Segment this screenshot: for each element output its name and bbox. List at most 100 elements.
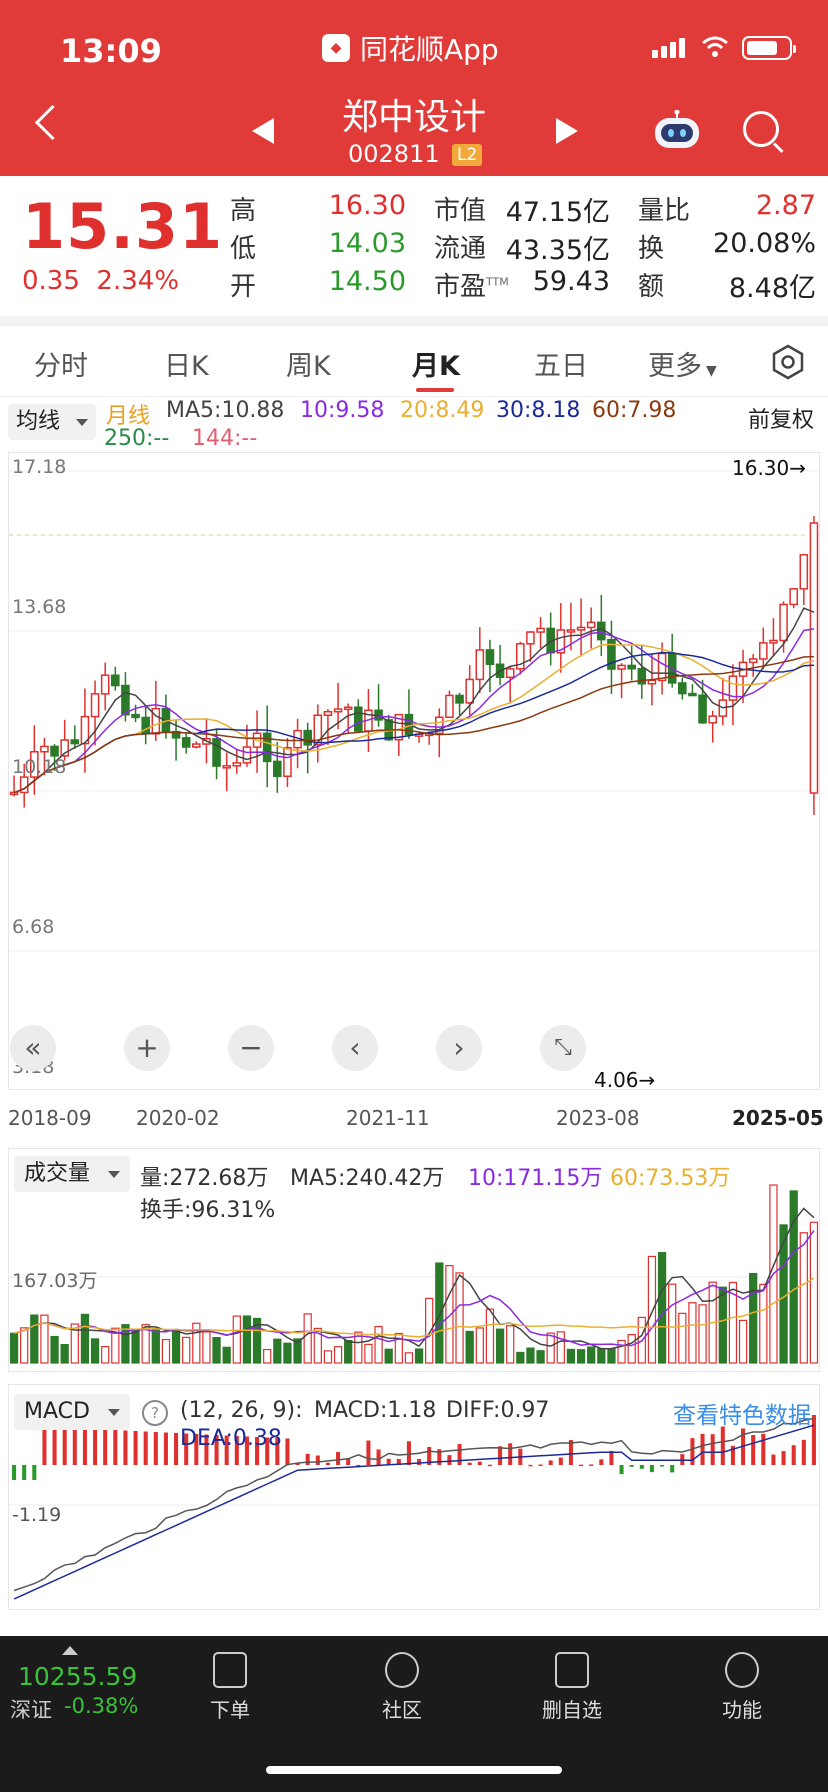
- candle-body: [60, 739, 69, 757]
- tab-weekly-k[interactable]: 周K: [286, 351, 331, 382]
- tab-five-day[interactable]: 五日: [534, 351, 588, 382]
- candle-body: [455, 694, 464, 704]
- zoom-out-full-icon[interactable]: «: [10, 1025, 56, 1071]
- tab-intraday[interactable]: 分时: [34, 351, 88, 382]
- macd-bar: [417, 1458, 422, 1465]
- macd-bar: [356, 1464, 361, 1467]
- volume-bar: [252, 1317, 262, 1364]
- candle-body: [516, 643, 525, 670]
- nav-order[interactable]: 下单: [180, 1646, 280, 1723]
- macd-bar: [123, 1430, 128, 1465]
- volume-bar: [313, 1327, 322, 1364]
- macd-svg: [9, 1415, 819, 1600]
- volume-chart[interactable]: [8, 1148, 820, 1372]
- index-name: 深证: [10, 1698, 52, 1722]
- ma20-line: [13, 643, 815, 794]
- macd-bar: [427, 1446, 432, 1465]
- candle-body: [647, 679, 657, 685]
- macd-bar: [761, 1433, 766, 1465]
- candle-body: [30, 751, 39, 778]
- volume-bar: [526, 1347, 535, 1364]
- volume-bar: [809, 1221, 819, 1364]
- settings-icon[interactable]: [770, 344, 806, 380]
- volume-bar: [698, 1304, 707, 1364]
- nav-community-label: 社区: [382, 1698, 422, 1722]
- next-stock-icon[interactable]: [556, 118, 578, 144]
- volume-bar: [445, 1265, 454, 1364]
- candle-body: [19, 776, 29, 794]
- volume-bar: [70, 1323, 79, 1364]
- volume-bar: [749, 1272, 758, 1364]
- volume-indicator-selector[interactable]: 成交量: [14, 1156, 130, 1192]
- macd-bar: [153, 1432, 158, 1465]
- macd-bar: [599, 1459, 604, 1465]
- candle-body: [9, 791, 19, 796]
- vol-ma10-line: [13, 1230, 815, 1347]
- divider: [0, 316, 828, 326]
- ma10-legend: 10:9.58: [300, 398, 385, 423]
- volume-bar: [374, 1325, 383, 1364]
- dea-line: [13, 1424, 815, 1600]
- view-feature-data-link[interactable]: 查看特色数据: [673, 1403, 811, 1429]
- index-expand-icon[interactable]: [62, 1646, 78, 1655]
- macd-bar: [487, 1464, 492, 1467]
- macd-bar: [751, 1435, 756, 1465]
- zoom-in-icon[interactable]: +: [124, 1025, 170, 1071]
- stock-code: 002811: [348, 140, 440, 168]
- kline-chart[interactable]: [8, 452, 820, 1090]
- tab-daily-k[interactable]: 日K: [164, 351, 209, 382]
- macd-bar: [528, 1464, 533, 1467]
- prev-stock-icon[interactable]: [252, 118, 274, 144]
- volume-bar: [627, 1333, 636, 1364]
- macd-bar: [234, 1436, 239, 1465]
- scroll-right-icon[interactable]: ›: [436, 1025, 482, 1071]
- volume-bar: [404, 1352, 414, 1364]
- candle-body: [394, 713, 404, 741]
- macd-bar: [194, 1434, 199, 1465]
- index-change: -0.38%: [64, 1694, 139, 1718]
- macd-bar: [619, 1465, 624, 1475]
- macd-bar: [255, 1437, 260, 1465]
- search-icon[interactable]: [743, 111, 779, 147]
- volume-bar: [465, 1330, 474, 1364]
- macd-bar: [325, 1462, 330, 1465]
- volume-bar: [485, 1308, 495, 1364]
- volume-bar: [789, 1190, 798, 1364]
- fullscreen-icon[interactable]: ⤡: [540, 1025, 586, 1071]
- candle-body: [262, 732, 272, 763]
- ma20-legend: 20:8.49: [400, 398, 485, 423]
- candle-body: [748, 658, 758, 664]
- ma5-line: [13, 607, 815, 794]
- indicator-selector[interactable]: 均线: [8, 404, 96, 440]
- macd-bar: [133, 1431, 138, 1465]
- macd-indicator-selector[interactable]: MACD: [14, 1394, 130, 1430]
- macd-bar: [508, 1443, 513, 1465]
- macd-bar: [93, 1429, 98, 1465]
- macd-bar: [52, 1427, 57, 1465]
- candle-body: [242, 746, 252, 764]
- adjust-mode-toggle[interactable]: 前复权: [748, 408, 815, 433]
- macd-chart[interactable]: [8, 1384, 820, 1610]
- robot-assistant-icon[interactable]: [652, 110, 702, 150]
- volume-bar: [222, 1346, 231, 1364]
- macd-bar: [406, 1441, 411, 1465]
- help-icon[interactable]: ?: [142, 1400, 168, 1426]
- scroll-left-icon[interactable]: ‹: [332, 1025, 378, 1071]
- y-tick-4: 6.68: [12, 916, 55, 938]
- nav-remove-watchlist[interactable]: 删自选: [522, 1646, 622, 1723]
- candle-body: [617, 664, 626, 670]
- zoom-out-icon[interactable]: −: [228, 1025, 274, 1071]
- x-tick-4: 2023-08: [556, 1106, 640, 1130]
- candle-body: [505, 668, 515, 679]
- candle-body: [445, 694, 454, 718]
- candle-body: [809, 522, 819, 794]
- level2-badge: L2: [452, 144, 483, 166]
- tab-monthly-k[interactable]: 月K: [412, 351, 460, 382]
- nav-functions[interactable]: 功能: [692, 1646, 792, 1723]
- high-price-marker: 16.30→: [732, 456, 807, 480]
- index-value[interactable]: 10255.59: [18, 1662, 138, 1691]
- nav-community[interactable]: 社区: [352, 1646, 452, 1723]
- volume-bar: [728, 1281, 738, 1364]
- tab-more[interactable]: 更多 ▼: [648, 344, 717, 383]
- candle-body: [769, 639, 778, 644]
